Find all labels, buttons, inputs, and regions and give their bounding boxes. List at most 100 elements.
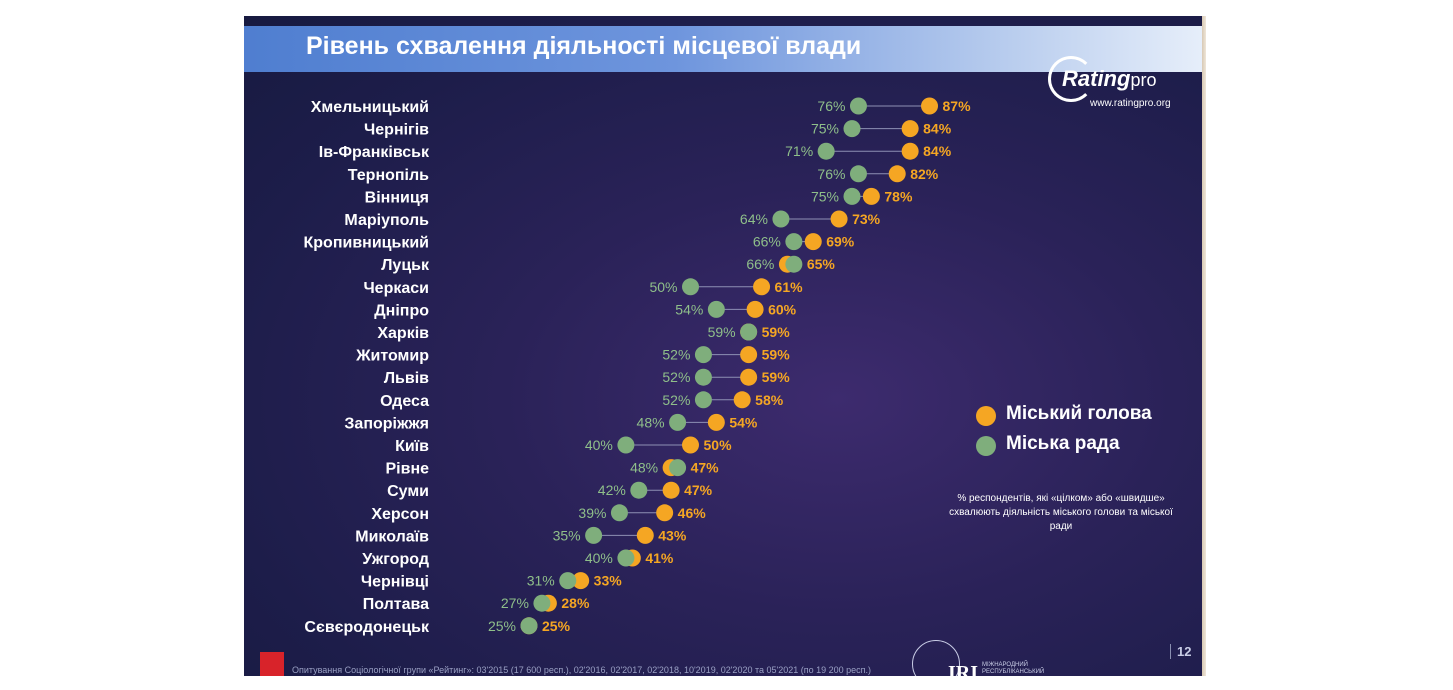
category-label: Чернігів <box>364 122 429 139</box>
mayor-value-label: 65% <box>807 256 836 272</box>
mayor-dot <box>662 481 680 499</box>
mayor-value-label: 61% <box>775 279 804 295</box>
mayor-dot <box>921 97 939 115</box>
mayor-dot <box>656 504 674 522</box>
council-value-label: 50% <box>649 279 677 295</box>
category-label: Житомир <box>355 348 429 365</box>
slide: Рівень схвалення діяльності місцевої вла… <box>244 16 1202 676</box>
category-label: Ужгород <box>362 551 429 568</box>
iri-subtitle: МІЖНАРОДНИЙ РЕСПУБЛІКАНСЬКИЙ ІНСТИТУТ <box>982 662 1045 675</box>
mayor-value-label: 84% <box>923 143 952 159</box>
council-dot <box>533 594 551 612</box>
mayor-value-label: 87% <box>943 98 972 114</box>
council-dot <box>694 391 712 409</box>
chart-note: % респондентів, які «цілком» або «швидше… <box>949 493 1173 532</box>
page-title: Рівень схвалення діяльності місцевої вла… <box>306 32 862 60</box>
council-value-label: 66% <box>746 256 774 272</box>
paper-edge <box>1202 16 1206 676</box>
legend-label-council: Міська рада <box>1006 433 1120 454</box>
mayor-dot <box>572 572 590 590</box>
council-dot <box>617 549 635 567</box>
mayor-value-label: 59% <box>762 347 791 363</box>
council-dot <box>740 323 758 341</box>
mayor-dot <box>740 346 758 364</box>
category-label: Дніпро <box>374 302 429 319</box>
category-label: Запоріжжя <box>344 415 429 432</box>
council-dot <box>694 346 712 364</box>
council-value-label: 39% <box>578 505 606 521</box>
legend-label-mayor: Міський голова <box>1006 403 1152 424</box>
council-dot <box>785 233 803 251</box>
category-label: Ів-Франківськ <box>319 144 430 161</box>
council-dot <box>559 572 577 590</box>
category-label: Харків <box>377 325 429 342</box>
logo-suffix: pro <box>1130 70 1157 90</box>
category-label: Маріуполь <box>344 212 429 229</box>
council-value-label: 40% <box>585 437 613 453</box>
category-label: Херсон <box>371 506 429 523</box>
council-dot <box>669 413 687 431</box>
council-value-label: 75% <box>811 188 839 204</box>
ratingpro-logo: Ratingpro www.ratingpro.org <box>1048 56 1178 116</box>
council-value-label: 35% <box>553 527 581 543</box>
logo-ring-icon <box>1048 56 1094 102</box>
mayor-dot <box>682 436 699 454</box>
footer-source: Опитування Соціологічної групи «Рейтинг»… <box>292 665 872 675</box>
page-number: 12 <box>1170 644 1191 659</box>
council-dot <box>772 210 790 228</box>
council-value-label: 66% <box>753 234 781 250</box>
council-dot <box>843 120 861 138</box>
mayor-value-label: 25% <box>542 618 571 634</box>
council-dot <box>617 436 635 454</box>
mayor-value-label: 50% <box>704 437 733 453</box>
council-value-label: 52% <box>662 392 690 408</box>
council-dot <box>520 617 538 635</box>
council-value-label: 52% <box>662 347 690 363</box>
mayor-dot <box>753 278 771 296</box>
mayor-value-label: 84% <box>923 121 952 137</box>
category-label: Чернівці <box>361 574 429 591</box>
council-value-label: 31% <box>527 573 555 589</box>
mayor-dot <box>901 120 919 138</box>
legend-dot-mayor <box>976 406 996 426</box>
mayor-dot <box>862 187 880 205</box>
council-value-label: 76% <box>817 166 845 182</box>
council-value-label: 25% <box>488 618 516 634</box>
council-value-label: 27% <box>501 595 529 611</box>
council-dot <box>630 481 648 499</box>
council-value-label: 54% <box>675 301 703 317</box>
council-value-label: 40% <box>585 550 613 566</box>
council-dot <box>849 97 867 115</box>
mayor-value-label: 78% <box>884 188 913 204</box>
footer-red-box <box>260 652 284 676</box>
category-label: Полтава <box>363 596 429 613</box>
council-dot <box>694 368 712 386</box>
mayor-dot <box>804 233 822 251</box>
mayor-value-label: 59% <box>762 324 791 340</box>
category-label: Хмельницький <box>311 99 429 116</box>
mayor-dot <box>740 368 758 386</box>
council-dot <box>585 526 603 544</box>
mayor-dot <box>636 526 654 544</box>
mayor-dot <box>733 391 751 409</box>
council-dot <box>817 142 835 160</box>
category-label: Кропивницький <box>304 235 430 252</box>
legend-dot-council <box>976 436 996 456</box>
council-value-label: 64% <box>740 211 768 227</box>
council-dot <box>682 278 699 296</box>
council-value-label: 59% <box>708 324 736 340</box>
category-label: Сєвєродонецьк <box>304 619 430 636</box>
mayor-value-label: 58% <box>755 392 784 408</box>
mayor-value-label: 59% <box>762 369 791 385</box>
mayor-value-label: 41% <box>645 550 674 566</box>
mayor-value-label: 46% <box>678 505 707 521</box>
category-label: Львів <box>384 370 429 387</box>
category-label: Черкаси <box>363 280 429 297</box>
category-label: Тернопіль <box>348 167 429 184</box>
iri-logo-text: IRI <box>948 662 979 676</box>
category-label: Рівне <box>385 461 429 478</box>
logo-url: www.ratingpro.org <box>1090 98 1171 109</box>
mayor-dot <box>830 210 848 228</box>
logo-name: Rating <box>1062 66 1131 91</box>
mayor-value-label: 47% <box>684 482 713 498</box>
